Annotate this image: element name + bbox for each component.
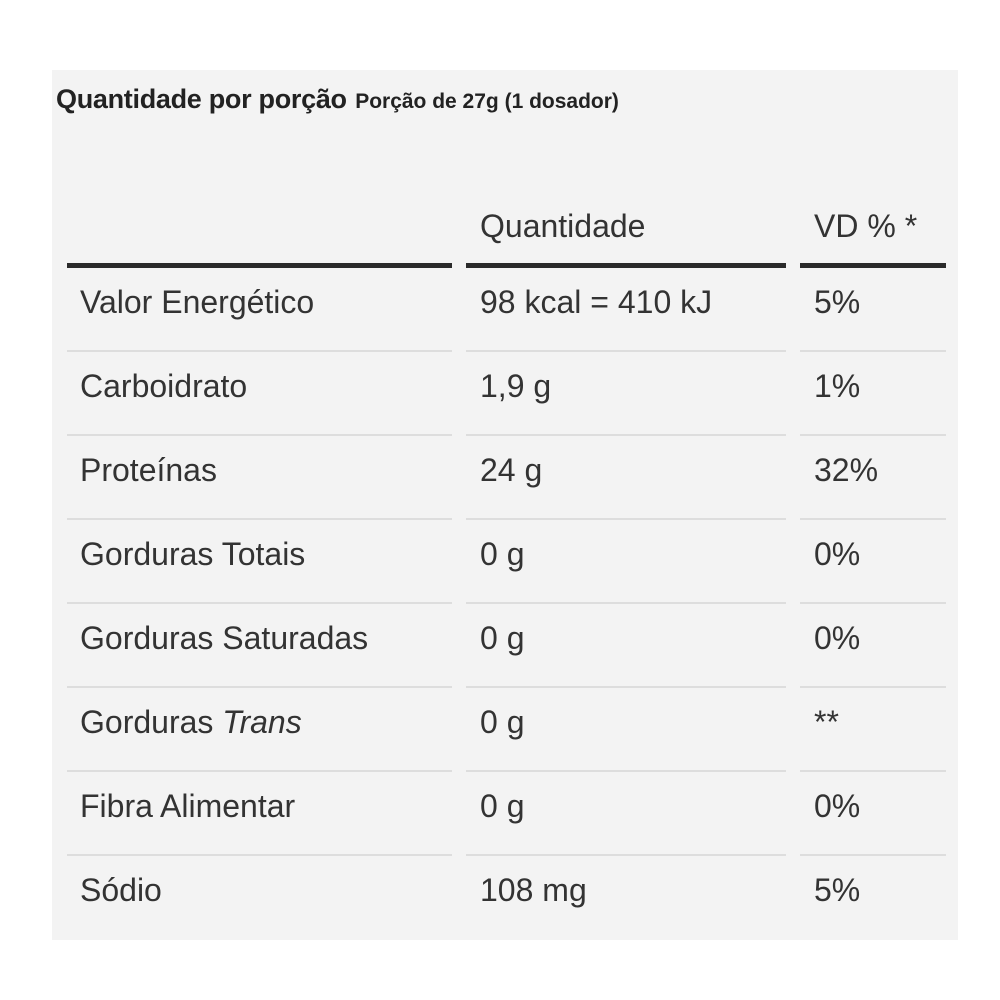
nutrient-name: Valor Energético <box>80 284 315 320</box>
header-rule-name <box>67 263 452 268</box>
table-row: Valor Energético 98 kcal = 410 kJ 5% <box>52 268 958 352</box>
nutrient-name-text: Gorduras <box>80 704 214 740</box>
nutrient-amount: 1,9 g <box>480 368 552 404</box>
row-divider <box>800 350 946 352</box>
row-divider <box>67 686 452 688</box>
table-row: Proteínas 24 g 32% <box>52 436 958 520</box>
nutrient-name: Gorduras Saturadas <box>80 620 369 656</box>
column-header-quantity: Quantidade <box>480 208 646 244</box>
table-row: Gorduras Trans 0 g ** <box>52 688 958 772</box>
row-divider <box>466 770 786 772</box>
nutrient-daily-value: 0% <box>814 620 861 656</box>
nutrient-daily-value: 0% <box>814 788 861 824</box>
row-divider <box>800 854 946 856</box>
nutrient-name: Proteínas <box>80 452 217 488</box>
row-divider <box>466 350 786 352</box>
row-divider <box>67 770 452 772</box>
nutrient-amount: 108 mg <box>480 872 587 908</box>
nutrient-name: Sódio <box>80 872 162 908</box>
row-divider <box>800 518 946 520</box>
row-divider <box>800 770 946 772</box>
nutrient-name: Gorduras Trans <box>80 704 302 741</box>
heading-serving: Porção de 27g (1 dosador) <box>355 90 619 113</box>
table-row: Gorduras Saturadas 0 g 0% <box>52 604 958 688</box>
table-heading: Quantidade por porção Porção de 27g (1 d… <box>56 84 619 115</box>
row-divider <box>466 854 786 856</box>
nutrient-amount: 24 g <box>480 452 543 488</box>
nutrient-name: Fibra Alimentar <box>80 788 296 824</box>
table-row: Gorduras Totais 0 g 0% <box>52 520 958 604</box>
nutrient-daily-value: 5% <box>814 872 861 908</box>
row-divider <box>67 602 452 604</box>
table-row: Fibra Alimentar 0 g 0% <box>52 772 958 856</box>
row-divider <box>800 434 946 436</box>
nutrient-amount: 0 g <box>480 620 525 656</box>
table-row: Sódio 108 mg 5% <box>52 856 958 940</box>
nutrient-daily-value: 0% <box>814 536 861 572</box>
header-rule-quantity <box>466 263 786 268</box>
nutrient-daily-value: 1% <box>814 368 861 404</box>
nutrient-name-italic: Trans <box>222 704 302 740</box>
nutrient-amount: 0 g <box>480 704 525 740</box>
row-divider <box>466 686 786 688</box>
row-divider <box>67 854 452 856</box>
nutrient-name: Carboidrato <box>80 368 248 404</box>
row-divider <box>466 434 786 436</box>
row-divider <box>67 434 452 436</box>
column-header-daily-value: VD % * <box>814 208 918 244</box>
row-divider <box>67 350 452 352</box>
nutrient-daily-value: 32% <box>814 452 879 488</box>
row-divider <box>466 518 786 520</box>
table-row: Carboidrato 1,9 g 1% <box>52 352 958 436</box>
nutrient-name: Gorduras Totais <box>80 536 306 572</box>
nutrient-amount: 98 kcal = 410 kJ <box>480 284 713 320</box>
nutrient-amount: 0 g <box>480 536 525 572</box>
nutrient-daily-value: 5% <box>814 284 861 320</box>
nutrient-daily-value: ** <box>814 704 839 740</box>
header-rule-daily-value <box>800 263 946 268</box>
heading-title: Quantidade por porção <box>56 84 347 114</box>
nutrition-facts-panel: Quantidade por porção Porção de 27g (1 d… <box>52 70 958 940</box>
row-divider <box>67 518 452 520</box>
row-divider <box>800 686 946 688</box>
row-divider <box>800 602 946 604</box>
nutrient-amount: 0 g <box>480 788 525 824</box>
row-divider <box>466 602 786 604</box>
